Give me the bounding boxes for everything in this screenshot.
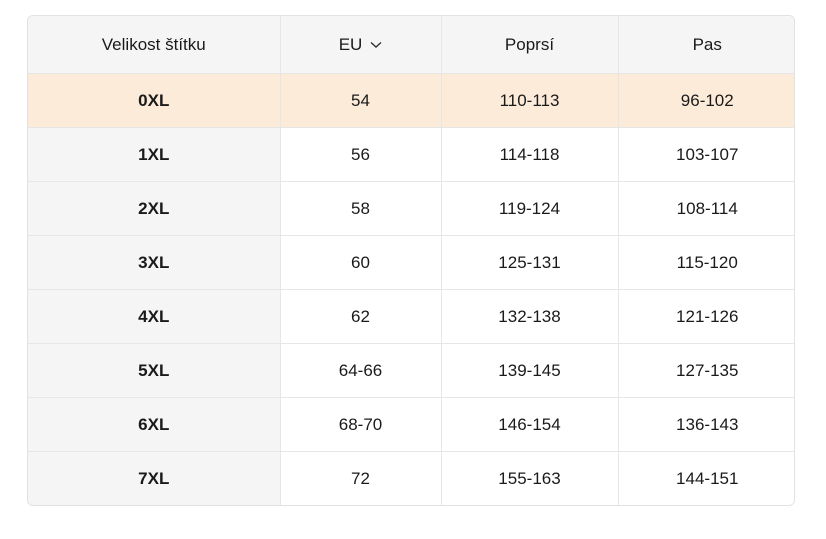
size-label-cell: 0XL	[28, 73, 280, 128]
size-label-cell: 5XL	[28, 343, 280, 398]
size-value-cell: 125-131	[440, 235, 618, 290]
size-value-cell: 115-120	[617, 235, 794, 290]
size-label-cell: 1XL	[28, 127, 280, 182]
header-row: Velikost štítku EU Poprsí Pas	[28, 16, 794, 74]
header-label: Velikost štítku	[101, 34, 206, 54]
header-label: EU	[338, 34, 363, 54]
chevron-path	[370, 41, 382, 48]
size-value-cell: 114-118	[440, 127, 618, 182]
size-label-cell: 3XL	[28, 235, 280, 290]
size-row: 6XL 68-70 146-154 136-143	[28, 397, 794, 452]
size-row: 4XL 62 132-138 121-126	[28, 289, 794, 344]
size-table: Velikost štítku EU Poprsí Pas 0XL 54 110-113 9…	[28, 16, 794, 505]
size-value-cell: 60	[279, 235, 441, 290]
size-row: 7XL 72 155-163 144-151	[28, 451, 794, 505]
table-header: Velikost štítku EU Poprsí Pas	[28, 16, 794, 74]
header-cell[interactable]: EU	[279, 16, 441, 74]
size-row: 1XL 56 114-118 103-107	[28, 127, 794, 182]
size-label-cell: 2XL	[28, 181, 280, 236]
size-value-cell: 110-113	[440, 73, 618, 128]
size-label-cell: 4XL	[28, 289, 280, 344]
size-label-cell: 7XL	[28, 451, 280, 505]
size-value-cell: 96-102	[617, 73, 794, 128]
size-row: 2XL 58 119-124 108-114	[28, 181, 794, 236]
header-label: Poprsí	[504, 34, 555, 54]
size-label-cell: 6XL	[28, 397, 280, 452]
size-value-cell: 155-163	[440, 451, 618, 505]
size-value-cell: 127-135	[617, 343, 794, 398]
size-value-cell: 72	[279, 451, 441, 505]
size-row: 0XL 54 110-113 96-102	[28, 73, 794, 128]
size-row: 3XL 60 125-131 115-120	[28, 235, 794, 290]
size-value-cell: 68-70	[279, 397, 441, 452]
size-value-cell: 103-107	[617, 127, 794, 182]
header-label: Pas	[692, 34, 722, 54]
header-cell: Velikost štítku	[28, 16, 280, 74]
size-value-cell: 64-66	[279, 343, 441, 398]
size-value-cell: 132-138	[440, 289, 618, 344]
size-value-cell: 144-151	[617, 451, 794, 505]
size-row: 5XL 64-66 139-145 127-135	[28, 343, 794, 398]
size-value-cell: 56	[279, 127, 441, 182]
header-cell: Poprsí	[440, 16, 618, 74]
table-body: 0XL 54 110-113 96-102 1XL 56 114-118 103-107 2XL…	[28, 73, 794, 505]
size-value-cell: 121-126	[617, 289, 794, 344]
size-value-cell: 62	[279, 289, 441, 344]
size-table-container: Velikost štítku EU Poprsí Pas 0XL 54 110-113 9…	[27, 15, 795, 506]
header-cell: Pas	[617, 16, 794, 74]
size-value-cell: 108-114	[617, 181, 794, 236]
size-value-cell: 54	[279, 73, 441, 128]
size-value-cell: 119-124	[440, 181, 618, 236]
size-value-cell: 139-145	[440, 343, 618, 398]
size-value-cell: 58	[279, 181, 441, 236]
sort-chevron[interactable]	[370, 41, 382, 49]
size-value-cell: 136-143	[617, 397, 794, 452]
size-value-cell: 146-154	[440, 397, 618, 452]
